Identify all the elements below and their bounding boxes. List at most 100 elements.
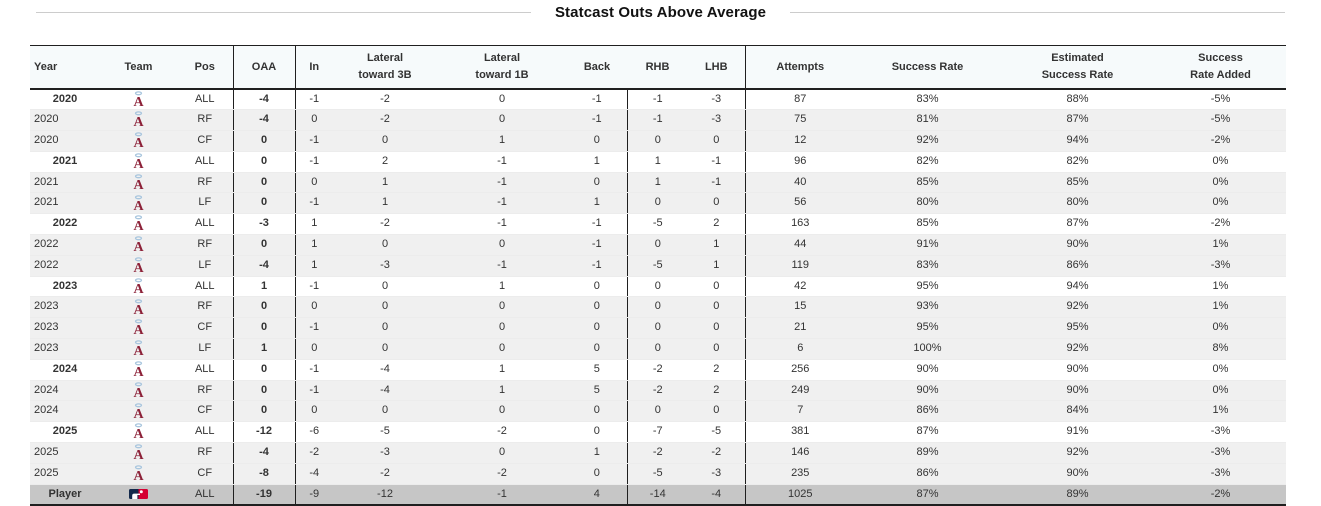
cell-oaa: -12	[232, 421, 295, 444]
team-cell: A	[100, 442, 177, 464]
cell-success_rate: 93%	[855, 296, 1000, 319]
angels-logo-icon: A	[132, 153, 145, 169]
cell-back: 0	[567, 172, 627, 194]
cell-lat1b: 0	[437, 109, 567, 132]
cell-back: 1	[567, 442, 627, 464]
column-header-year: Year	[30, 45, 100, 90]
cell-success_rate: 91%	[855, 234, 1000, 256]
cell-lhb: -1	[688, 151, 745, 173]
column-header-attempts: Attempts	[744, 45, 855, 90]
cell-success_rate_added: -3%	[1155, 255, 1286, 277]
cell-oaa: 0	[232, 359, 295, 381]
table-body: 2020 A ALL -4 -1 -2 0 -1 -1 -3 87 83% 88% -5% 2020 A RF -…	[30, 88, 1286, 506]
cell-est_success_rate: 92%	[1000, 442, 1155, 464]
cell-success_rate_added: 1%	[1155, 234, 1286, 256]
svg-text:A: A	[133, 199, 144, 211]
cell-success_rate: 100%	[855, 338, 1000, 360]
cell-lhb: 0	[688, 192, 745, 215]
svg-text:A: A	[133, 240, 144, 252]
column-header-back: Back	[567, 45, 627, 90]
cell-success_rate: 89%	[855, 442, 1000, 464]
column-header-rhb: RHB	[627, 45, 688, 90]
team-cell: A	[100, 213, 177, 236]
cell-pos: ALL	[177, 421, 233, 444]
cell-oaa: -4	[232, 88, 295, 111]
cell-pos: ALL	[177, 151, 233, 173]
cell-lat1b: 1	[437, 276, 567, 298]
table-row: 2023 A LF 1 0 0 0 0 0 0 6 100% 92% 8%	[30, 338, 1286, 360]
column-header-in: In	[294, 45, 333, 90]
cell-rhb: -5	[626, 213, 688, 236]
svg-text:A: A	[133, 386, 144, 398]
cell-est_success_rate: 84%	[1000, 400, 1155, 423]
cell-lat3b: 0	[333, 317, 437, 340]
team-cell: A	[100, 296, 177, 319]
angels-logo-icon: A	[132, 402, 145, 419]
cell-year: 2025	[30, 463, 100, 485]
cell-oaa: 0	[232, 130, 295, 152]
cell-in: -1	[294, 276, 333, 298]
cell-success_rate_added: -2%	[1155, 213, 1286, 236]
cell-in: 0	[294, 296, 333, 319]
cell-rhb: 0	[626, 400, 688, 423]
team-cell: A	[100, 151, 177, 173]
cell-pos: ALL	[177, 88, 233, 111]
cell-attempts: 1025	[744, 484, 855, 506]
team-cell: A	[100, 109, 177, 132]
table-row: 2021 A ALL 0 -1 2 -1 1 1 -1 96 82% 82% 0%	[30, 151, 1286, 173]
cell-attempts: 381	[744, 421, 855, 444]
cell-attempts: 44	[744, 234, 855, 256]
cell-attempts: 42	[744, 276, 855, 298]
angels-logo-icon: A	[132, 444, 145, 460]
cell-success_rate: 95%	[855, 276, 1000, 298]
cell-lat3b: 0	[333, 338, 437, 360]
cell-rhb: -7	[626, 421, 688, 444]
cell-lat1b: -2	[437, 463, 567, 485]
cell-back: 5	[567, 359, 627, 381]
cell-lhb: -3	[688, 88, 745, 111]
cell-success_rate_added: -3%	[1155, 463, 1286, 485]
svg-text:A: A	[133, 261, 144, 273]
cell-lat3b: -2	[333, 463, 437, 485]
oaa-table: Year Team Pos OAA In Lateral toward 3B Lateral…	[30, 45, 1286, 506]
cell-year: 2023	[30, 338, 100, 360]
team-cell	[100, 484, 177, 506]
angels-logo-icon: A	[132, 132, 145, 148]
cell-success_rate_added: -3%	[1155, 421, 1286, 444]
table-row: 2024 A CF 0 0 0 0 0 0 0 7 86% 84% 1%	[30, 400, 1286, 423]
cell-est_success_rate: 91%	[1000, 421, 1155, 444]
cell-success_rate_added: 0%	[1155, 380, 1286, 402]
cell-est_success_rate: 85%	[1000, 172, 1155, 194]
cell-in: -1	[294, 359, 333, 381]
cell-est_success_rate: 87%	[1000, 109, 1155, 132]
cell-rhb: -2	[626, 380, 688, 402]
column-header-oaa: OAA	[232, 45, 295, 90]
cell-lhb: 2	[688, 359, 745, 381]
cell-lat3b: -2	[333, 88, 437, 111]
team-cell: A	[100, 400, 177, 423]
cell-lat3b: 1	[333, 172, 437, 194]
cell-success_rate: 86%	[855, 463, 1000, 485]
angels-logo-icon: A	[132, 319, 145, 335]
cell-oaa: 0	[232, 172, 295, 194]
cell-lat3b: 0	[333, 234, 437, 256]
cell-lat1b: 0	[437, 88, 567, 111]
cell-back: 0	[567, 463, 627, 485]
cell-in: -4	[294, 463, 333, 485]
cell-lat1b: 1	[437, 359, 567, 381]
cell-in: -1	[294, 88, 333, 111]
cell-lhb: 1	[688, 255, 745, 277]
header-row: Year Team Pos OAA In Lateral toward 3B Lateral…	[30, 45, 1286, 90]
table-row: 2022 A RF 0 1 0 0 -1 0 1 44 91% 90% 1%	[30, 234, 1286, 256]
svg-text:A: A	[133, 365, 144, 377]
cell-oaa: 0	[232, 192, 295, 215]
column-header-success_rate: Success Rate	[855, 45, 1000, 90]
cell-lat1b: -1	[437, 255, 567, 277]
cell-year: 2022	[30, 255, 100, 277]
cell-lat3b: -3	[333, 255, 437, 277]
cell-rhb: 1	[626, 151, 688, 173]
cell-lat3b: 2	[333, 151, 437, 173]
cell-year: 2021	[30, 172, 100, 194]
team-cell: A	[100, 317, 177, 340]
cell-lat1b: 0	[437, 400, 567, 423]
